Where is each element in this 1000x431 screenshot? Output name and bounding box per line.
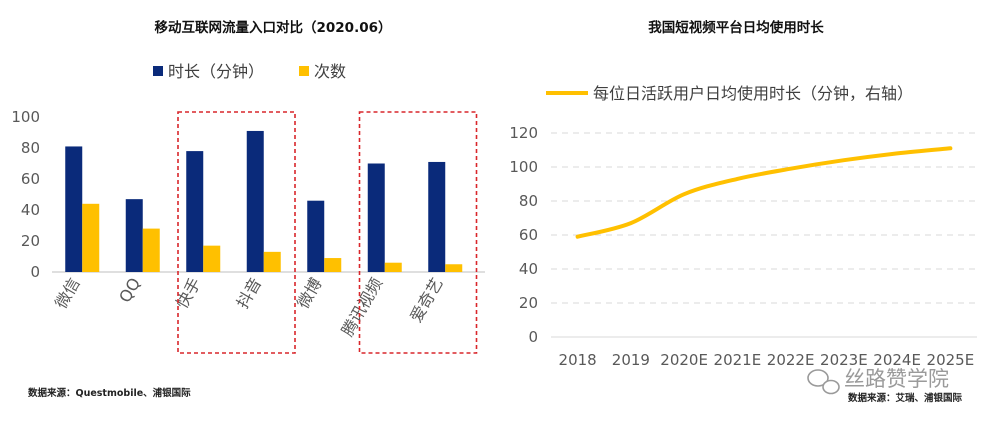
right-legend: 每位日活跃用户日均使用时长（分钟，右轴） xyxy=(546,84,913,103)
bar-duration-0 xyxy=(65,146,82,272)
left-y-tick-label: 0 xyxy=(30,263,40,281)
right-x-tick-label: 2022E xyxy=(767,351,815,369)
bar-count-1 xyxy=(143,229,160,272)
bar-duration-4 xyxy=(307,201,324,272)
left-bars xyxy=(65,131,462,272)
right-y-tick-label: 100 xyxy=(509,158,538,176)
left-category-label: 微信 xyxy=(51,275,83,312)
right-y-axis: 0 20 40 60 80 100 120 xyxy=(509,124,538,346)
legend-swatch-count xyxy=(299,66,309,76)
legend-label-daily-usage: 每位日活跃用户日均使用时长（分钟，右轴） xyxy=(593,84,913,103)
bar-duration-5 xyxy=(368,164,385,273)
left-legend: 时长（分钟） 次数 xyxy=(153,62,346,81)
right-x-tick-label: 2018 xyxy=(559,351,597,369)
right-y-tick-label: 120 xyxy=(509,124,538,142)
left-category-label: 微博 xyxy=(293,275,325,312)
left-chart-title: 移动互联网流量入口对比（2020.06） xyxy=(155,19,392,36)
bar-count-6 xyxy=(445,264,462,272)
left-category-labels: 微信 QQ 快手抖音微博腾讯视频爱奇艺 xyxy=(51,275,446,340)
right-series-line xyxy=(578,148,951,237)
right-source-note: 数据来源：艾瑞、浦银国际 xyxy=(847,392,963,404)
bar-count-5 xyxy=(385,263,402,272)
left-y-tick-label: 60 xyxy=(21,170,40,188)
right-y-tick-label: 0 xyxy=(528,328,538,346)
right-gridlines xyxy=(551,133,977,337)
legend-label-count: 次数 xyxy=(314,62,346,81)
right-x-tick-label: 2021E xyxy=(714,351,762,369)
left-category-label: 抖音 xyxy=(233,275,265,312)
watermark: 丝路赞学院 xyxy=(808,367,949,394)
bar-duration-6 xyxy=(428,162,445,272)
legend-swatch-duration xyxy=(153,66,163,76)
left-y-tick-label: 40 xyxy=(21,201,40,219)
right-y-tick-label: 60 xyxy=(519,226,538,244)
left-y-tick-label: 100 xyxy=(11,108,40,126)
left-category-label: 腾讯视频 xyxy=(338,275,386,340)
right-y-tick-label: 20 xyxy=(519,294,538,312)
bar-count-2 xyxy=(203,246,220,272)
wechat-icon xyxy=(808,370,839,394)
right-chart-title: 我国短视频平台日均使用时长 xyxy=(648,19,824,36)
right-y-tick-label: 80 xyxy=(519,192,538,210)
bar-duration-3 xyxy=(247,131,264,272)
right-x-tick-label: 2020E xyxy=(660,351,708,369)
bar-duration-1 xyxy=(126,199,143,272)
watermark-text: 丝路赞学院 xyxy=(844,367,949,391)
left-category-label: QQ xyxy=(115,275,144,306)
left-source-note: 数据来源：Questmobile、浦银国际 xyxy=(27,387,191,399)
right-y-tick-label: 40 xyxy=(519,260,538,278)
bar-count-3 xyxy=(264,252,281,272)
series-line-daily-usage xyxy=(578,148,951,236)
bar-count-0 xyxy=(82,204,99,272)
left-category-label: 爱奇艺 xyxy=(406,275,446,326)
bar-duration-2 xyxy=(186,151,203,272)
right-chart: 我国短视频平台日均使用时长 每位日活跃用户日均使用时长（分钟，右轴） 0 20 40… xyxy=(509,19,977,404)
legend-label-duration: 时长（分钟） xyxy=(168,62,264,81)
bar-count-4 xyxy=(324,258,341,272)
right-x-tick-label: 2019 xyxy=(612,351,650,369)
left-category-label: 快手 xyxy=(172,275,204,312)
left-chart: 移动互联网流量入口对比（2020.06） 时长（分钟） 次数 0 20 40 60 80 1… xyxy=(11,19,485,399)
left-y-tick-label: 20 xyxy=(21,232,40,250)
left-y-axis: 0 20 40 60 80 100 xyxy=(11,108,40,281)
left-y-tick-label: 80 xyxy=(21,139,40,157)
